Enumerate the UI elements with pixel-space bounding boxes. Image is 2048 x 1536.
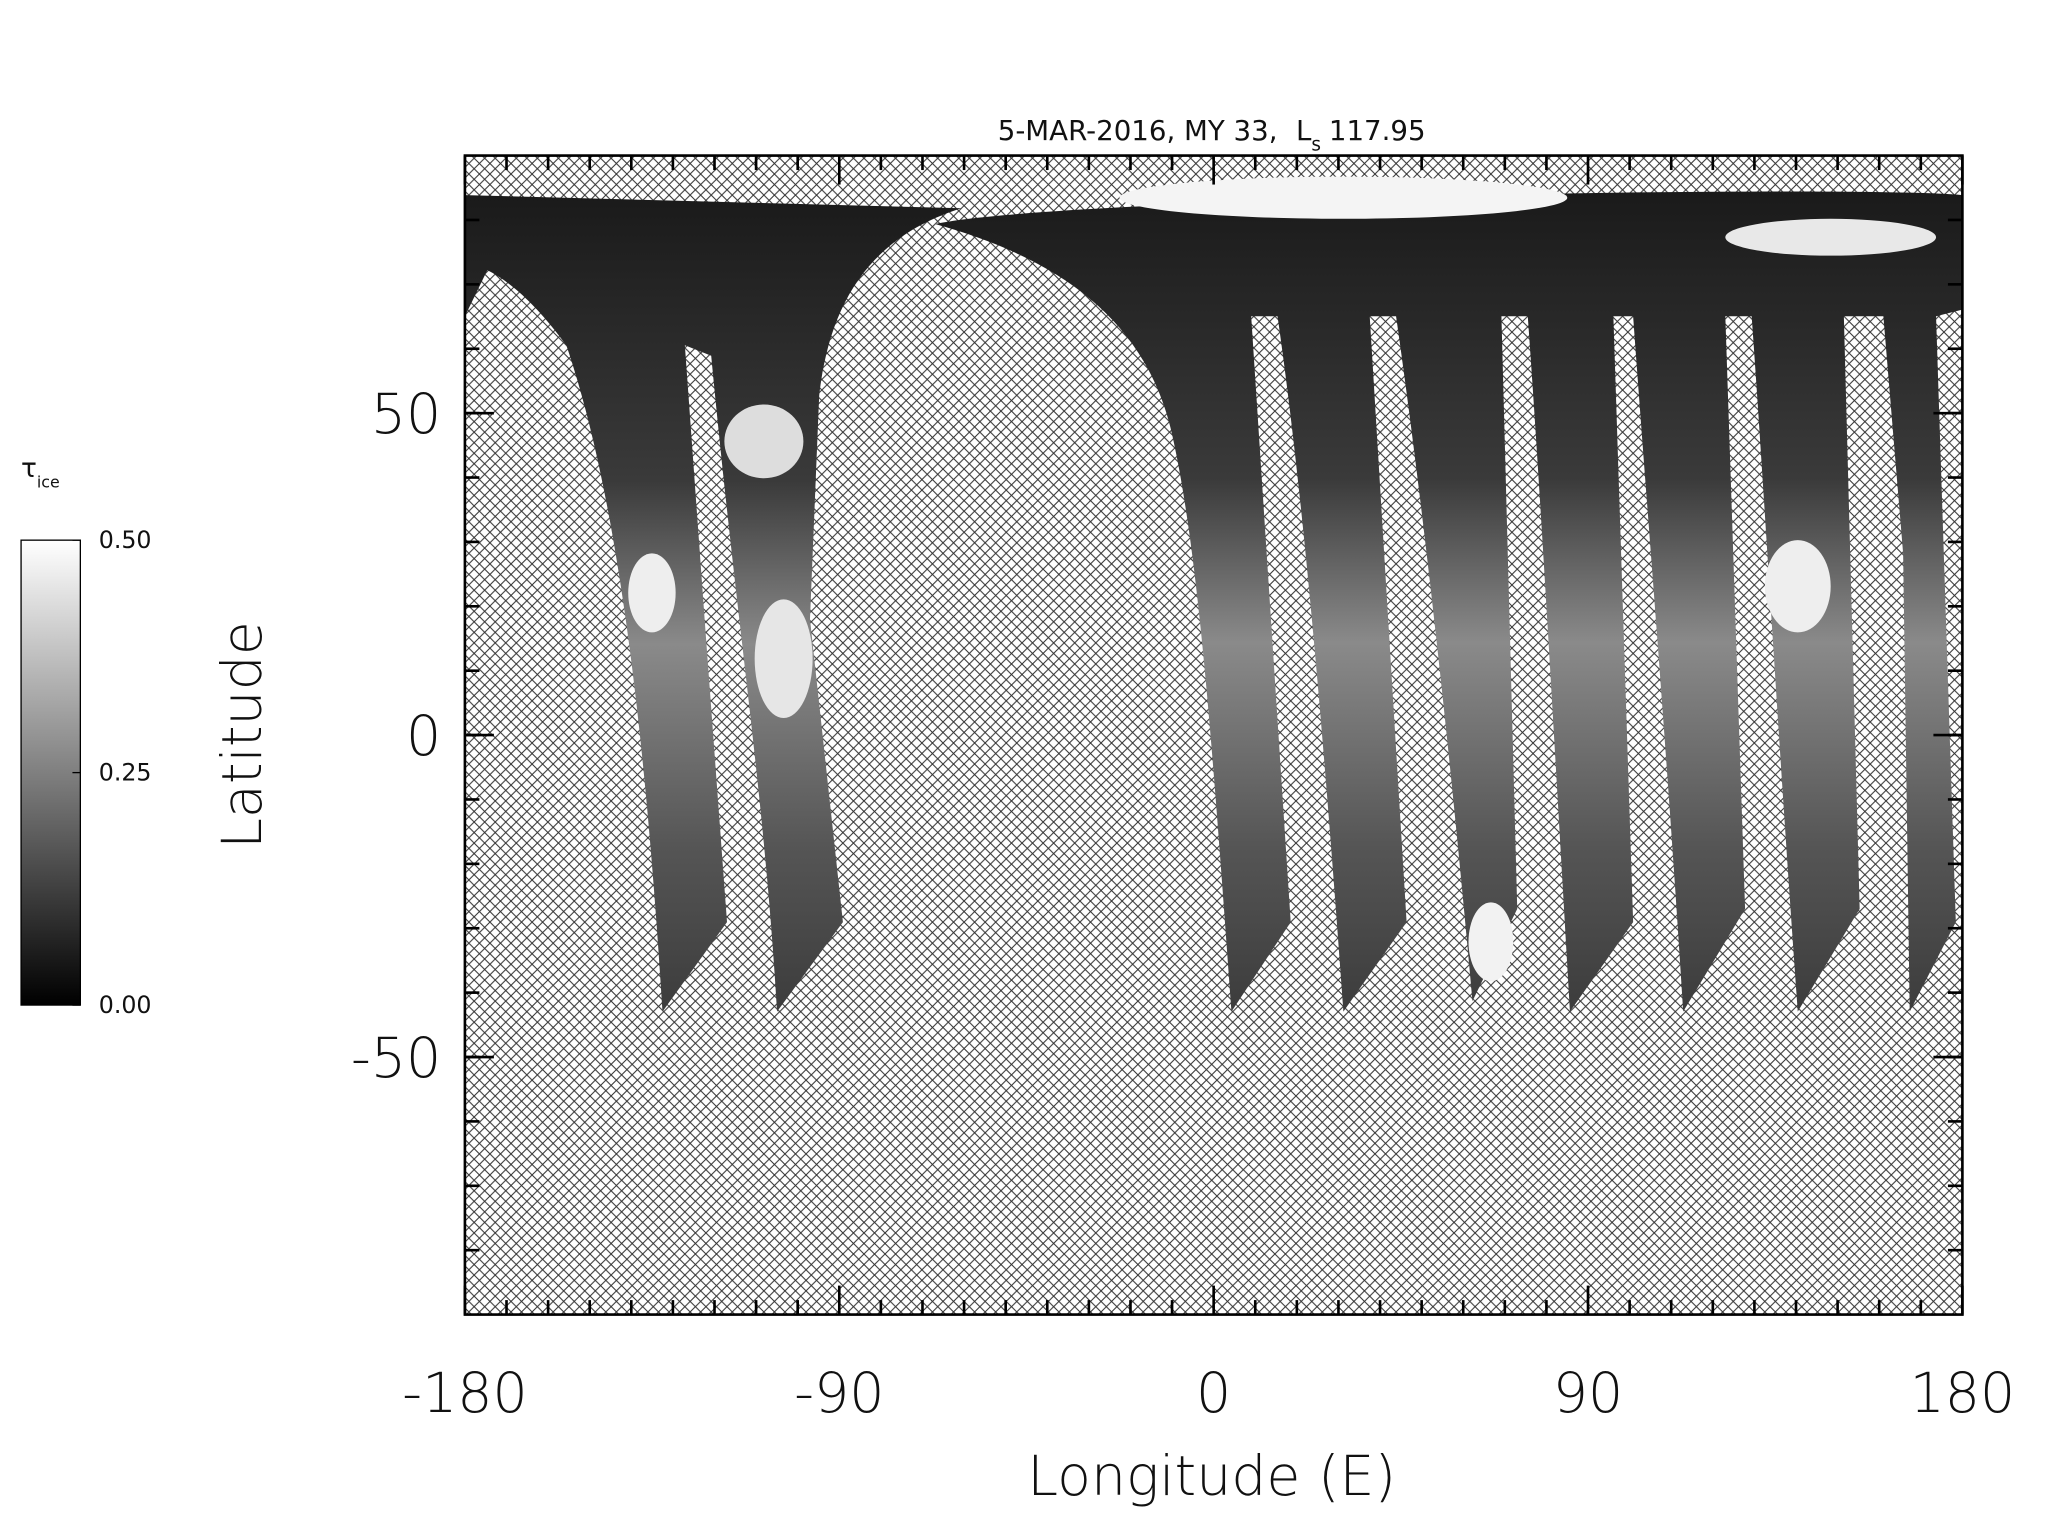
cloud xyxy=(1764,540,1831,633)
colorbar-tick-label: 0.50 xyxy=(99,526,152,554)
cloud xyxy=(628,553,676,633)
map-image xyxy=(464,155,1963,1315)
colorbar-tick-label: 0.25 xyxy=(99,759,152,787)
cloud xyxy=(1468,902,1514,982)
x-axis-label: Longitude (E) xyxy=(1027,1445,1396,1509)
colorbar-tick-label: 0.00 xyxy=(99,991,152,1019)
y-tick-label: -50 xyxy=(351,1027,441,1091)
x-tick-label: 180 xyxy=(1910,1362,2016,1426)
cloud xyxy=(754,599,813,718)
chart-title: 5-MAR-2016, MY 33, Ls 117.95 xyxy=(998,114,1426,156)
x-tick-label: -180 xyxy=(402,1362,528,1426)
title-sub: s xyxy=(1311,134,1321,155)
y-tick-label: 0 xyxy=(406,705,441,769)
swath xyxy=(935,191,1963,1012)
title-symbol: L xyxy=(1296,114,1312,147)
colorbar-symbol: τ xyxy=(21,454,37,484)
title-text: 5-MAR-2016, MY 33, xyxy=(998,114,1278,147)
y-axis-label: Latitude xyxy=(211,621,275,849)
colorbar-label: τice xyxy=(21,454,60,492)
polar-cloud xyxy=(1725,218,1937,256)
swath xyxy=(464,195,962,1012)
polar-cloud xyxy=(1119,176,1568,219)
y-tick-label: 50 xyxy=(371,383,441,447)
colorbar-sub: ice xyxy=(37,472,60,491)
colorbar xyxy=(20,539,81,1006)
x-tick-label: -90 xyxy=(794,1362,884,1426)
x-tick-label: 0 xyxy=(1196,1362,1231,1426)
x-tick-label: 90 xyxy=(1553,1362,1623,1426)
cloud xyxy=(724,404,804,479)
title-value: 117.95 xyxy=(1329,114,1426,147)
